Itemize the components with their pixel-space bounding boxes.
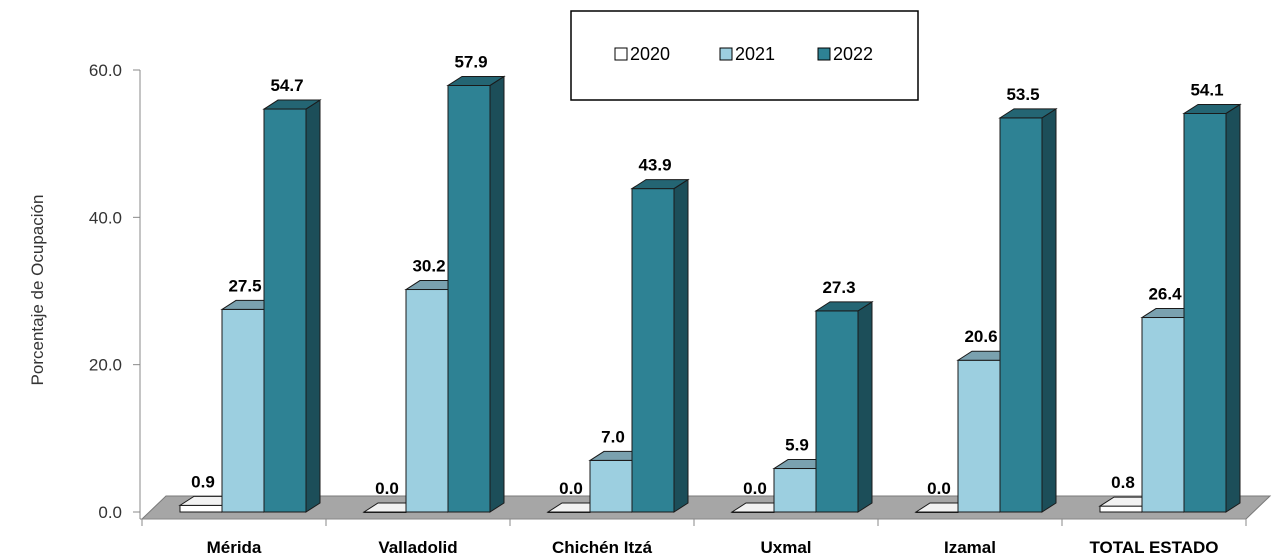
- legend-label: 2020: [630, 44, 670, 64]
- category-label: TOTAL ESTADO: [1089, 538, 1218, 557]
- data-label-2020: 0.0: [743, 479, 767, 498]
- data-label-2020: 0.0: [559, 479, 583, 498]
- bar-group: [546, 178, 690, 513]
- bar-group: [362, 75, 506, 513]
- data-label-2020: 0.0: [375, 479, 399, 498]
- data-label-2022: 54.7: [270, 76, 303, 95]
- data-label-2021: 20.6: [964, 327, 997, 346]
- data-label-2020: 0.0: [927, 479, 951, 498]
- bars: [178, 75, 1242, 513]
- y-tick-label: 20.0: [89, 356, 122, 375]
- y-axis-title: Porcentaje de Ocupación: [28, 195, 47, 386]
- legend-swatch: [817, 47, 831, 61]
- bar-group: [730, 300, 874, 513]
- legend-swatch: [614, 47, 628, 61]
- data-label-2021: 26.4: [1148, 285, 1182, 304]
- data-label-2021: 30.2: [412, 257, 445, 276]
- data-label-2020: 0.8: [1111, 473, 1135, 492]
- bar-2022: [1182, 103, 1242, 513]
- legend-item-2020: 2020: [614, 44, 670, 64]
- legend-swatch: [719, 47, 733, 61]
- legend-label: 2021: [735, 44, 775, 64]
- y-tick-label: 40.0: [89, 208, 122, 227]
- data-labels: 0.9 27.5 54.7 0.0 30.2 57.9 0.0 7.0 43.9 0.0 5.9 27…: [191, 52, 1223, 498]
- data-label-2022: 43.9: [638, 156, 671, 175]
- y-axis: 0.0 20.0 40.0 60.0: [89, 61, 1247, 526]
- category-label: Chichén Itzá: [552, 538, 653, 557]
- bar-2022: [262, 99, 322, 513]
- data-label-2021: 5.9: [785, 436, 809, 455]
- legend: 2020 2021 2022: [570, 10, 919, 101]
- y-tick-label: 60.0: [89, 61, 122, 80]
- data-label-2022: 54.1: [1190, 80, 1223, 99]
- category-label: Valladolid: [378, 538, 457, 557]
- bar-2022: [446, 75, 506, 513]
- data-label-2022: 57.9: [454, 52, 487, 71]
- data-label-2020: 0.9: [191, 472, 215, 491]
- bar-2022: [630, 178, 690, 513]
- category-label: Izamal: [944, 538, 996, 557]
- data-label-2021: 27.5: [228, 276, 261, 295]
- legend-item-2021: 2021: [719, 44, 775, 64]
- data-label-2022: 27.3: [822, 278, 855, 297]
- category-label: Uxmal: [760, 538, 811, 557]
- data-label-2021: 7.0: [601, 427, 625, 446]
- category-label: Mérida: [207, 538, 262, 557]
- bar-group: [1098, 103, 1242, 513]
- y-tick-label: 0.0: [98, 503, 122, 522]
- data-label-2022: 53.5: [1006, 85, 1039, 104]
- legend-item-2022: 2022: [817, 44, 873, 64]
- bar-2022: [814, 300, 874, 513]
- bar-2022: [998, 107, 1058, 513]
- bar-group: [914, 107, 1058, 513]
- legend-label: 2022: [833, 44, 873, 64]
- x-axis-labels: Mérida Valladolid Chichén Itzá Uxmal Izamal T…: [207, 538, 1219, 557]
- legend-box: [570, 10, 919, 101]
- bar-group: [178, 99, 322, 513]
